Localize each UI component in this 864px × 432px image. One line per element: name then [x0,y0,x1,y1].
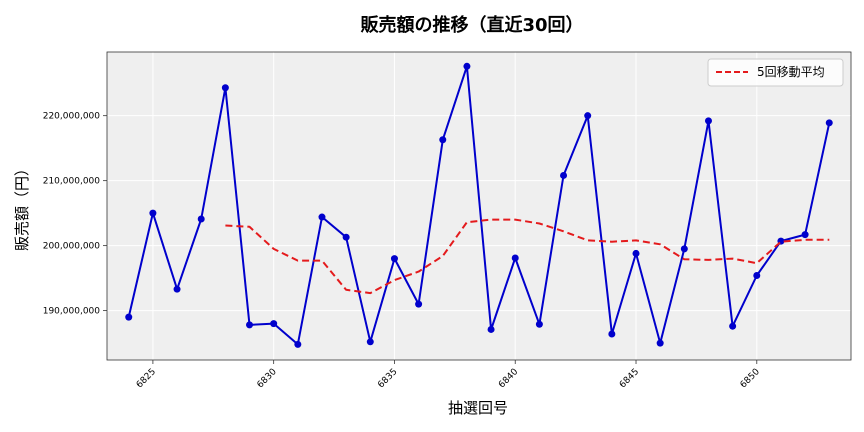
data-point [680,245,688,253]
y-tick-label: 190,000,000 [43,307,101,317]
data-point [246,321,254,329]
legend: 5回移動平均 [707,58,844,87]
legend-label-moving-average: 5回移動平均 [757,65,825,79]
data-point [390,255,398,263]
data-point [704,117,712,125]
data-point [560,171,568,179]
data-point [342,233,350,241]
y-axis-label: 販売額（円） [13,161,31,251]
data-point [366,338,374,346]
data-point [729,322,737,330]
data-point [753,272,761,280]
data-point [318,213,326,221]
legend-box [707,58,844,87]
data-point [415,300,423,308]
data-point [511,254,519,262]
chart-title: 販売額の推移（直近30回） [360,14,583,36]
plot-frame [106,51,852,361]
y-tick-label: 220,000,000 [43,112,101,122]
data-point [656,339,664,347]
data-point [173,285,181,293]
data-point [439,136,447,144]
data-point [487,325,495,333]
data-point [270,320,278,328]
data-point [463,62,471,70]
data-point [125,313,133,321]
data-point [825,119,833,127]
data-point [535,320,543,328]
y-tick-label: 210,000,000 [43,177,101,187]
grid-lines [107,52,851,360]
data-point [608,330,616,338]
moving-average-line [225,218,830,295]
data-point [584,112,592,120]
series-layer [125,62,833,348]
x-axis-label: 抽選回号 [448,399,508,417]
data-point [294,340,302,348]
data-point [632,249,640,257]
data-point [197,215,205,223]
data-point [149,209,157,217]
y-tick-label: 200,000,000 [43,242,101,252]
data-point [801,231,809,239]
data-point [221,84,229,92]
sales-line [127,65,831,346]
